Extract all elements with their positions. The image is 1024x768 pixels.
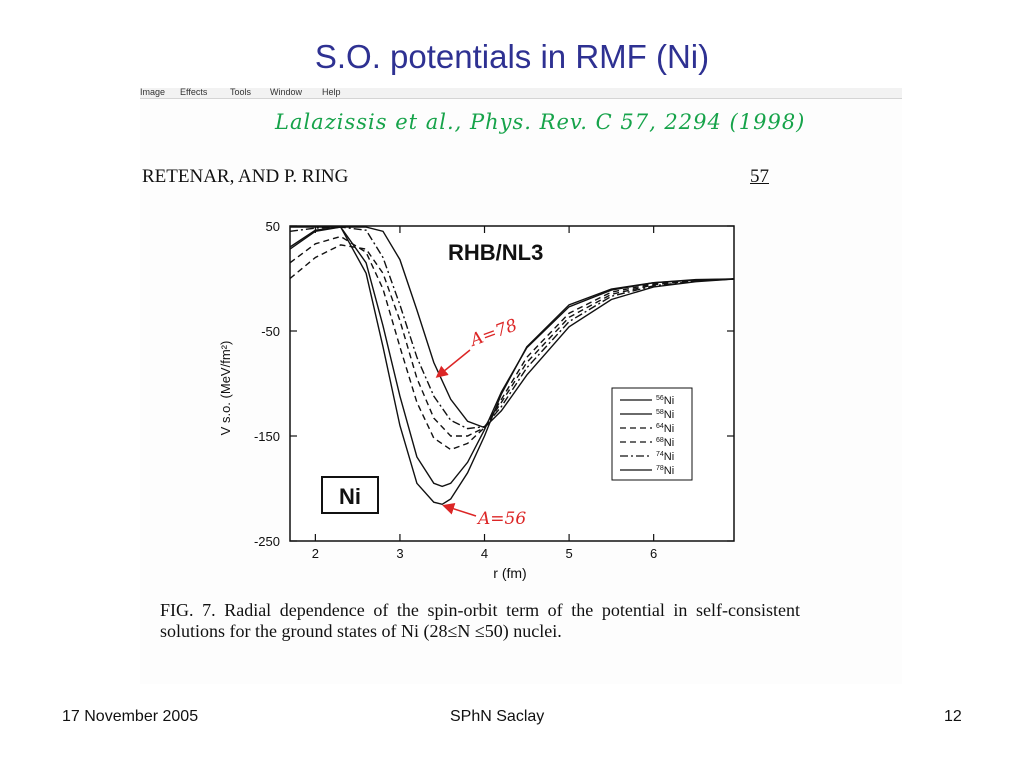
ni-label-box [321, 476, 379, 514]
x-tick-label: 4 [481, 546, 488, 561]
footer-date: 17 November 2005 [62, 708, 199, 725]
legend [611, 387, 693, 481]
menu-window[interactable]: Window [270, 88, 303, 97]
y-tick-label: -50 [261, 324, 280, 339]
ni-label: Ni [339, 484, 361, 509]
menu-help[interactable]: Help [322, 88, 341, 97]
spin-orbit-chart: 2 3 4 5 6 50 -50 -150 -250 RHB/NL3 V s.o. (MeV/f… [218, 219, 735, 581]
series-line-64Ni [290, 235, 734, 451]
annotation-a56: A=56 [476, 509, 526, 529]
menu-image[interactable]: Image [140, 88, 166, 97]
footer-institution: SPhN Saclay [450, 708, 545, 725]
menu-effects[interactable]: Effects [180, 88, 208, 97]
series-line-56Ni [290, 226, 734, 506]
slide-title: S.O. potentials in RMF (Ni) [314, 38, 710, 75]
y-axis-label: V s.o. (MeV/fm²) [218, 341, 233, 436]
x-tick-label: 6 [650, 546, 657, 561]
legend-label: 78Ni [656, 465, 674, 477]
x-tick-label: 3 [396, 546, 403, 561]
menu-tools[interactable]: Tools [230, 88, 252, 97]
figure-caption: FIG. 7. Radial dependence of the spin-or… [160, 600, 800, 641]
annotation-a56-arrow [442, 503, 477, 517]
legend-label: 74Ni [656, 451, 674, 463]
x-axis-label: r (fm) [493, 565, 526, 581]
scanned-figure: Image Effects Tools Window Help Lalaziss… [140, 88, 902, 684]
legend-label: 56Ni [656, 395, 674, 407]
handwritten-reference: Lalazissis et al., Phys. Rev. C 57, 2294… [275, 110, 806, 134]
legend-label: 64Ni [656, 423, 674, 435]
paper-header-volume: 57 [750, 166, 769, 187]
legend-label: 68Ni [656, 437, 674, 449]
chart-title: RHB/NL3 [448, 240, 543, 265]
y-tick-label: -150 [254, 429, 280, 444]
series-line-68Ni [290, 244, 734, 437]
legend-label: 58Ni [656, 409, 674, 421]
x-tick-label: 5 [565, 546, 572, 561]
y-tick-label: -250 [254, 534, 280, 549]
y-tick-label: 50 [266, 219, 280, 234]
x-tick-label: 2 [312, 546, 319, 561]
series-line-58Ni [290, 226, 734, 488]
paper-header-authors: RETENAR, AND P. RING [142, 166, 349, 187]
image-viewer-menubar: Image Effects Tools Window Help [140, 88, 902, 99]
annotation-a78-arrow [435, 349, 471, 378]
series-line-78Ni [290, 226, 734, 429]
series-line-74Ni [290, 226, 734, 430]
footer-page-number: 12 [944, 708, 962, 725]
